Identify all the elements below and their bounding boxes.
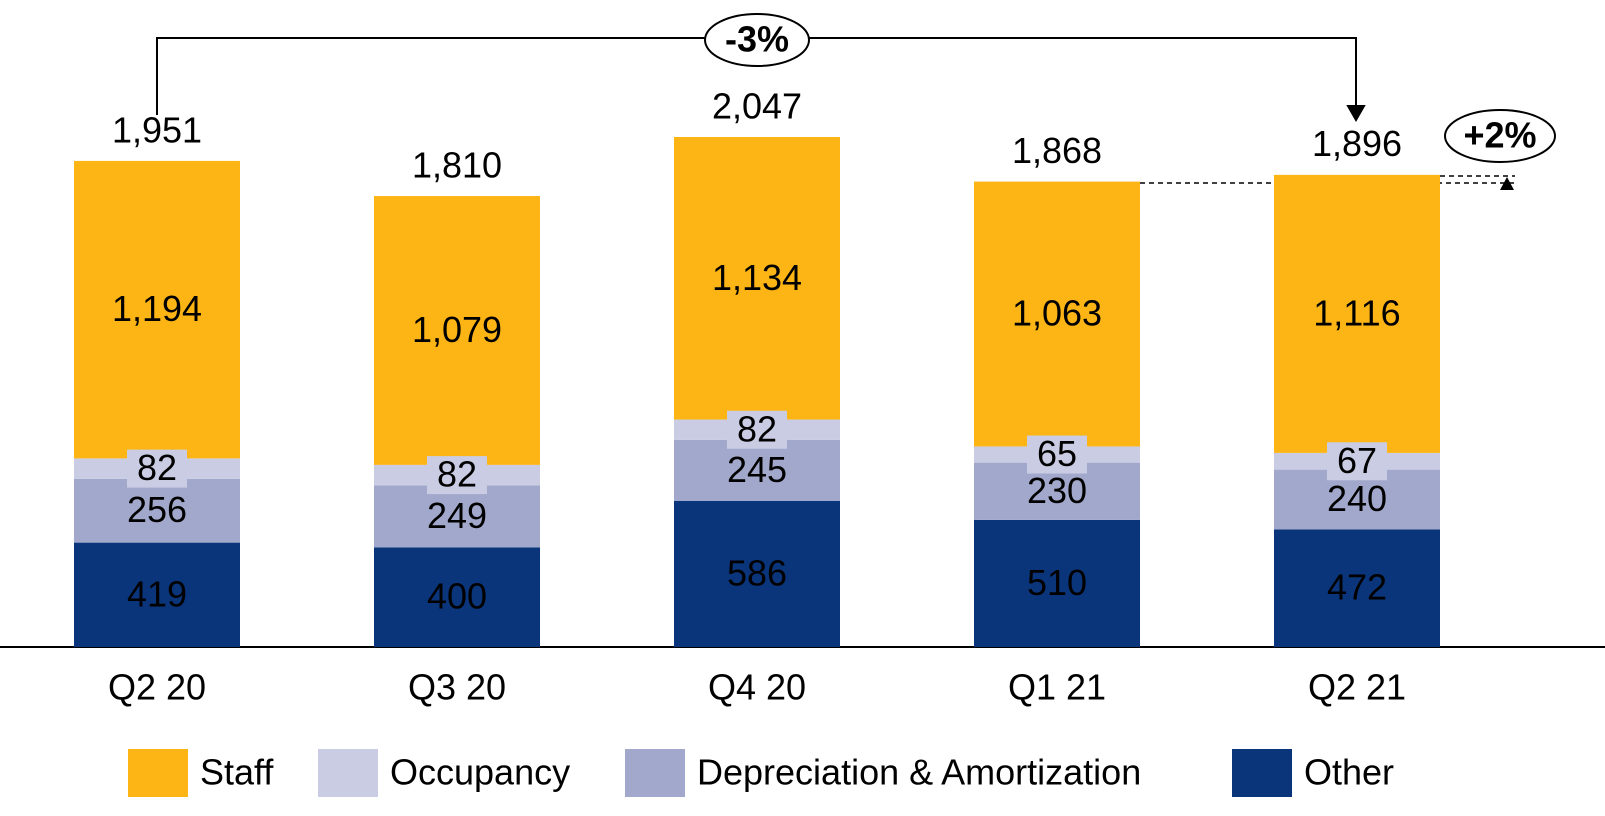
value-label: 1,079 xyxy=(412,309,502,350)
value-label: 1,194 xyxy=(112,288,202,329)
bar-segment xyxy=(974,181,1140,447)
legend-label: Other xyxy=(1304,752,1394,793)
legend-swatch xyxy=(625,749,685,797)
legend-swatch xyxy=(318,749,378,797)
total-label: 1,951 xyxy=(112,109,202,150)
bar-segment xyxy=(74,160,240,459)
value-label: 249 xyxy=(427,495,487,536)
total-label: 1,896 xyxy=(1312,123,1402,164)
bar-segment xyxy=(74,478,240,543)
value-label: 472 xyxy=(1327,567,1387,608)
annotation: -3% xyxy=(725,19,789,60)
value-label: 256 xyxy=(127,489,187,530)
total-label: 1,868 xyxy=(1012,130,1102,171)
value-label: 82 xyxy=(737,408,777,449)
value-label: 400 xyxy=(427,576,487,617)
arrow-head xyxy=(1346,105,1366,123)
x-tick-label: Q1 21 xyxy=(1008,667,1106,708)
x-tick-label: Q4 20 xyxy=(708,667,806,708)
legend-label: Staff xyxy=(200,752,274,793)
bar-segment xyxy=(974,519,1140,647)
value-label: 1,134 xyxy=(712,257,802,298)
label-box xyxy=(127,449,187,488)
legend-label: Occupancy xyxy=(390,752,570,793)
label-box xyxy=(1027,435,1087,474)
value-label: 82 xyxy=(437,454,477,495)
value-label: 586 xyxy=(727,553,787,594)
annotation: +2% xyxy=(1463,115,1536,156)
legend-label: Depreciation & Amortization xyxy=(697,752,1141,793)
x-tick-label: Q2 21 xyxy=(1308,667,1406,708)
bar-segment xyxy=(1274,174,1440,453)
bar-segment xyxy=(674,137,840,420)
badge xyxy=(1444,109,1556,163)
bar-segment xyxy=(1274,529,1440,647)
value-label: 230 xyxy=(1027,470,1087,511)
value-label: 1,116 xyxy=(1313,292,1400,333)
bar-segment xyxy=(674,501,840,647)
x-tick-label: Q3 20 xyxy=(408,667,506,708)
value-label: 510 xyxy=(1027,562,1087,603)
arrow-head xyxy=(1500,177,1514,190)
value-label: 240 xyxy=(1327,478,1387,519)
value-label: 65 xyxy=(1037,433,1077,474)
label-box xyxy=(727,410,787,449)
bar-segment xyxy=(374,196,540,465)
value-label: 245 xyxy=(727,449,787,490)
value-label: 82 xyxy=(137,447,177,488)
bar-segment xyxy=(374,547,540,647)
bar-segment xyxy=(374,485,540,548)
total-label: 1,810 xyxy=(412,145,502,186)
value-label: 1,063 xyxy=(1012,293,1102,334)
label-box xyxy=(1327,442,1387,481)
legend-swatch xyxy=(128,749,188,797)
x-tick-label: Q2 20 xyxy=(108,667,206,708)
change-annotation xyxy=(156,13,1556,190)
bar-segment xyxy=(674,439,840,502)
bar-segment xyxy=(74,542,240,647)
badge xyxy=(704,13,810,67)
label-box xyxy=(427,456,487,495)
value-label: 67 xyxy=(1337,440,1377,481)
legend-swatch xyxy=(1232,749,1292,797)
value-label: 419 xyxy=(127,573,187,614)
total-label: 2,047 xyxy=(712,86,802,127)
